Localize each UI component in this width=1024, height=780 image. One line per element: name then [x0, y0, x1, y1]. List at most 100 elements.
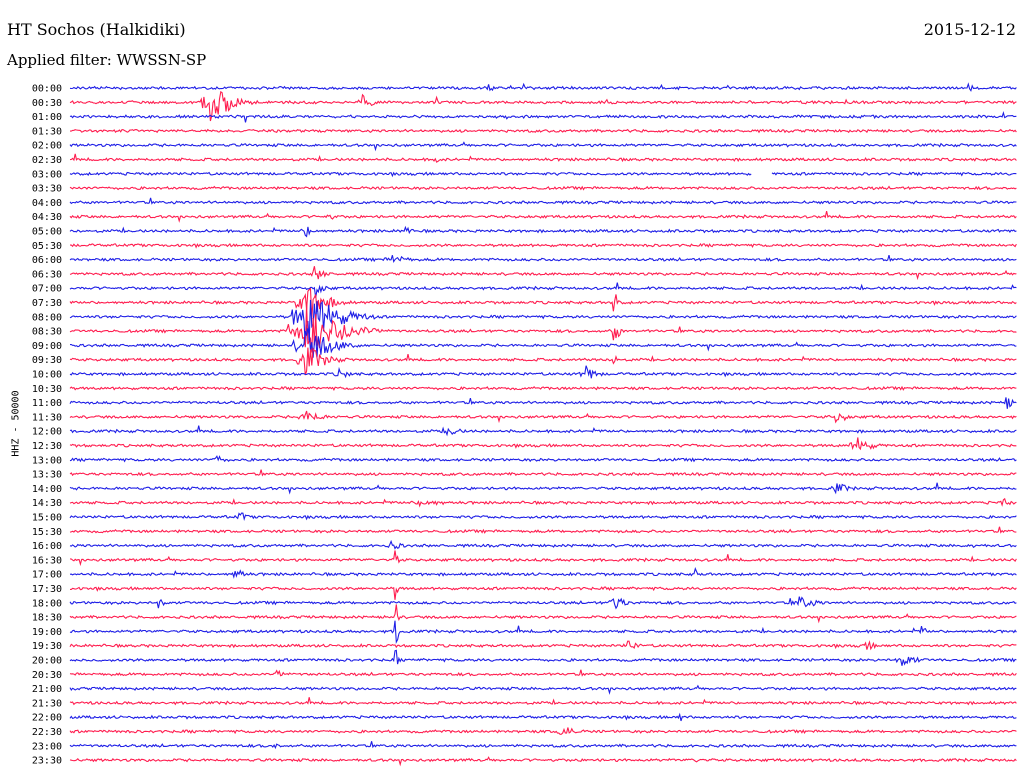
time-label-0500: 05:00	[32, 227, 62, 238]
time-label-1030: 10:30	[32, 384, 62, 395]
trace-line-0730	[69, 287, 1017, 319]
trace-line-0200	[69, 141, 1017, 152]
time-label-1930: 19:30	[32, 641, 62, 652]
time-label-0830: 08:30	[32, 327, 62, 338]
trace-line-1130	[69, 410, 1017, 424]
trace-line-0400	[69, 197, 1017, 205]
time-label-2330: 23:30	[32, 756, 62, 767]
trace-line-1730	[70, 586, 1017, 600]
time-label-2300: 23:00	[32, 741, 62, 752]
time-label-0800: 08:00	[32, 312, 62, 323]
filter-label: Applied filter: WWSSN-SP	[7, 51, 207, 69]
time-label-0230: 02:30	[32, 155, 62, 166]
time-label-1300: 13:00	[32, 455, 62, 466]
trace-line-0300	[69, 171, 1017, 178]
trace-line-1530	[69, 526, 1017, 534]
trace-line-1230	[69, 437, 1017, 451]
trace-line-0530	[70, 242, 1017, 249]
time-label-0700: 07:00	[32, 284, 62, 295]
time-label-0730: 07:30	[32, 298, 62, 309]
time-label-1330: 13:30	[32, 470, 62, 481]
time-label-1900: 19:00	[32, 627, 62, 638]
time-label-1430: 14:30	[32, 498, 62, 509]
time-label-0100: 01:00	[32, 112, 62, 123]
trace-line-1200	[69, 425, 1017, 437]
trace-line-0630	[69, 266, 1017, 281]
trace-line-1930	[69, 640, 1017, 651]
trace-line-0430	[69, 210, 1017, 223]
time-label-2230: 22:30	[32, 727, 62, 738]
trace-line-0800	[69, 299, 1017, 347]
trace-line-1000	[69, 365, 1017, 379]
trace-line-0000	[69, 82, 1017, 92]
time-label-0030: 00:30	[32, 98, 62, 109]
time-label-0600: 06:00	[32, 255, 62, 266]
trace-line-0330	[69, 185, 1017, 191]
trace-line-2130	[69, 697, 1017, 706]
trace-line-1600	[69, 539, 1017, 550]
time-label-1000: 10:00	[32, 370, 62, 381]
trace-line-2300	[69, 741, 1017, 750]
trace-line-0600	[69, 254, 1017, 264]
time-label-1500: 15:00	[32, 513, 62, 524]
trace-line-0700	[69, 282, 1017, 298]
trace-line-2030	[69, 669, 1017, 677]
time-label-0530: 05:30	[32, 241, 62, 252]
trace-line-2200	[69, 712, 1017, 722]
trace-lines	[69, 82, 1017, 767]
trace-line-2230	[69, 727, 1017, 735]
trace-line-2000	[69, 649, 1017, 666]
trace-line-0100	[69, 110, 1017, 123]
time-label-0900: 09:00	[32, 341, 62, 352]
time-label-1130: 11:30	[32, 412, 62, 423]
time-label-1730: 17:30	[32, 584, 62, 595]
time-label-0430: 04:30	[32, 212, 62, 223]
trace-line-1030	[69, 385, 1017, 391]
trace-line-1500	[69, 512, 1017, 522]
time-label-1200: 12:00	[32, 427, 62, 438]
trace-line-0030	[69, 90, 1017, 122]
trace-line-0130	[70, 128, 1017, 134]
time-label-2200: 22:00	[32, 713, 62, 724]
time-label-1100: 11:00	[32, 398, 62, 409]
time-label-1600: 16:00	[32, 541, 62, 552]
time-label-0000: 00:00	[32, 84, 62, 95]
time-label-0200: 02:00	[32, 141, 62, 152]
trace-line-0830	[69, 304, 1017, 353]
trace-line-1900	[69, 620, 1017, 645]
trace-line-1100	[69, 397, 1017, 409]
time-label-1530: 15:30	[32, 527, 62, 538]
trace-line-1630	[69, 550, 1017, 567]
time-label-1230: 12:30	[32, 441, 62, 452]
time-label-1700: 17:00	[32, 570, 62, 581]
time-label-0130: 01:30	[32, 126, 62, 137]
date-label: 2015-12-12	[923, 20, 1016, 39]
trace-line-1330	[69, 469, 1017, 477]
trace-line-0500	[69, 225, 1017, 238]
time-label-0330: 03:30	[32, 184, 62, 195]
trace-line-1800	[69, 596, 1017, 610]
time-label-0930: 09:30	[32, 355, 62, 366]
time-labels: 00:00 00:30 01:00 01:30 02:00 02:30 03:00 03:30…	[32, 84, 62, 767]
trace-line-1300	[69, 455, 1017, 463]
time-label-2100: 21:00	[32, 684, 62, 695]
trace-line-2100	[69, 684, 1017, 695]
time-label-2130: 21:30	[32, 698, 62, 709]
time-label-1800: 18:00	[32, 598, 62, 609]
time-label-0300: 03:00	[32, 169, 62, 180]
time-label-0400: 04:00	[32, 198, 62, 209]
time-label-2000: 20:00	[32, 656, 62, 667]
trace-line-2330	[69, 756, 1017, 767]
trace-line-1700	[69, 567, 1017, 579]
trace-line-0230	[69, 153, 1017, 163]
trace-line-0900	[69, 328, 1017, 358]
trace-line-1830	[69, 604, 1017, 624]
time-label-1630: 16:30	[32, 555, 62, 566]
trace-line-0930	[69, 347, 1017, 376]
time-label-1830: 18:30	[32, 613, 62, 624]
station-title: HT Sochos (Halkidiki)	[7, 20, 186, 39]
time-label-2030: 20:30	[32, 670, 62, 681]
trace-line-1400	[69, 482, 1017, 495]
time-label-0630: 06:30	[32, 269, 62, 280]
